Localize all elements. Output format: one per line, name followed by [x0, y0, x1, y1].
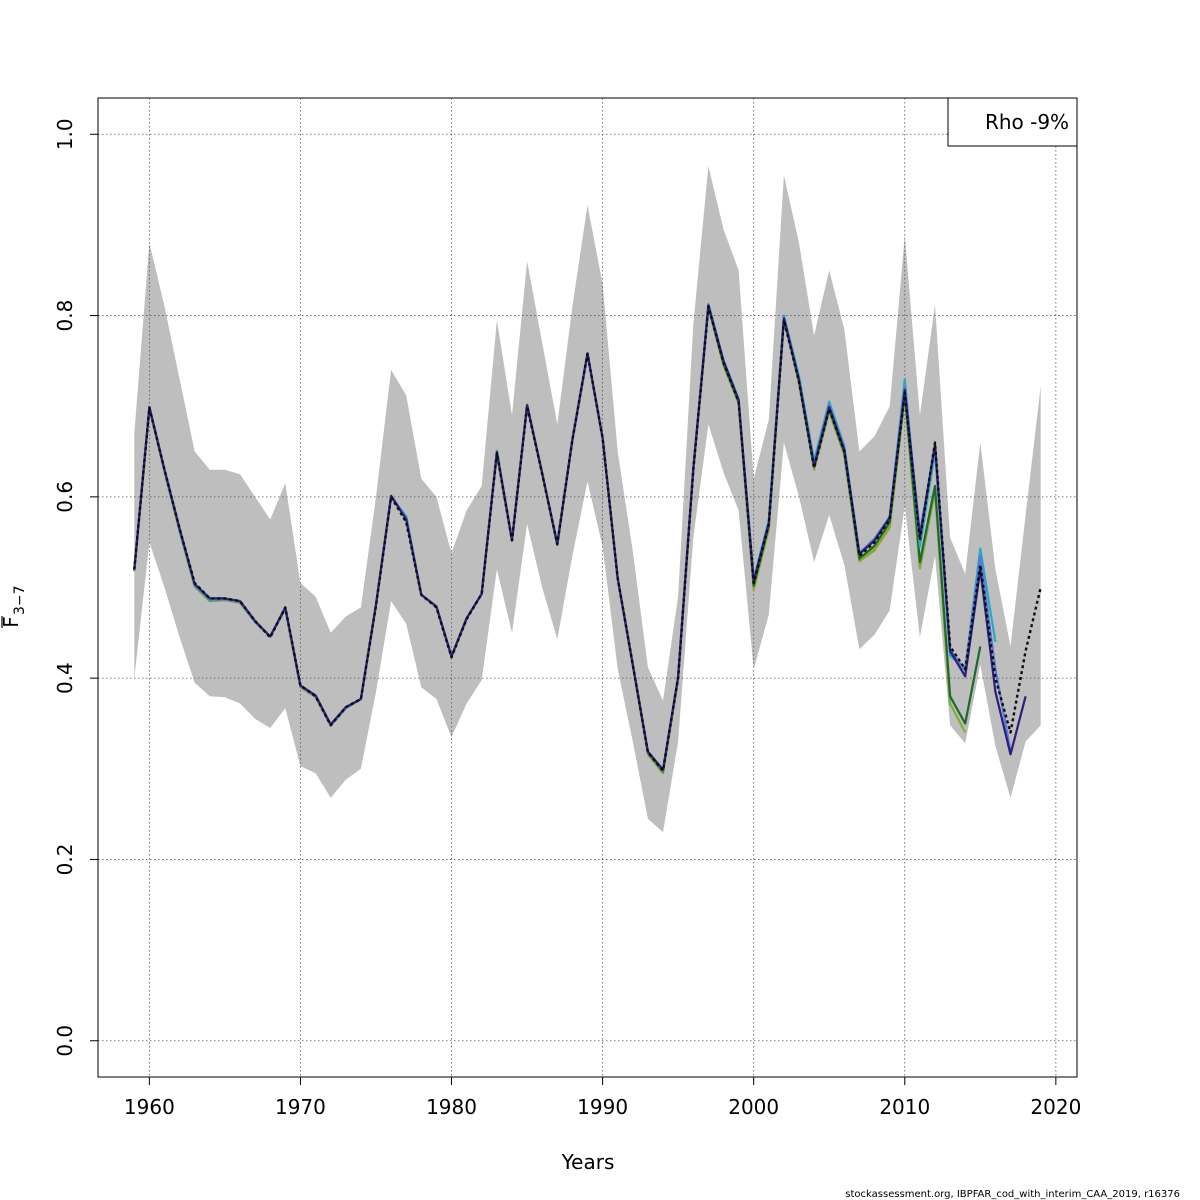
y-axis-title-subscript: 3−7 [12, 585, 28, 615]
plot-frame [97, 97, 1078, 1078]
series-line-0 [133, 305, 1042, 772]
y-tick-label: 0.0 [53, 1025, 77, 1057]
x-tick-label: 1960 [124, 1095, 175, 1119]
y-tick-label: 0.2 [53, 844, 77, 876]
legend-text: Rho -9% [985, 110, 1069, 134]
legend: Rho -9% [947, 97, 1078, 147]
confidence-band [134, 166, 1041, 833]
y-axis-title-group: F 3−7 [0, 585, 28, 628]
confidence-band-layer [134, 166, 1041, 833]
x-tick-label: 1970 [275, 1095, 326, 1119]
x-tick-label: 1980 [426, 1095, 477, 1119]
credit-text: stockassessment.org, IBPFAR_cod_with_int… [845, 1189, 1180, 1200]
x-tick-label: 2010 [879, 1095, 930, 1119]
y-tick-label: 1.0 [53, 118, 77, 150]
y-tick-label: 0.6 [53, 481, 77, 513]
y-tick-label: 0.8 [53, 300, 77, 332]
x-tick-label: 1990 [577, 1095, 628, 1119]
y-axis-title: F [0, 616, 23, 628]
y-tick-label: 0.4 [53, 662, 77, 694]
x-tick-label: 2020 [1030, 1095, 1081, 1119]
axes-layer: 1960 1970 1980 1990 2000 2010 2020 0.0 0.2 0.4 0.6… [53, 97, 1081, 1119]
series-layer [133, 302, 1042, 775]
x-axis-title: Years [561, 1150, 615, 1174]
x-tick-label: 2000 [728, 1095, 779, 1119]
legend-box [947, 97, 1078, 147]
